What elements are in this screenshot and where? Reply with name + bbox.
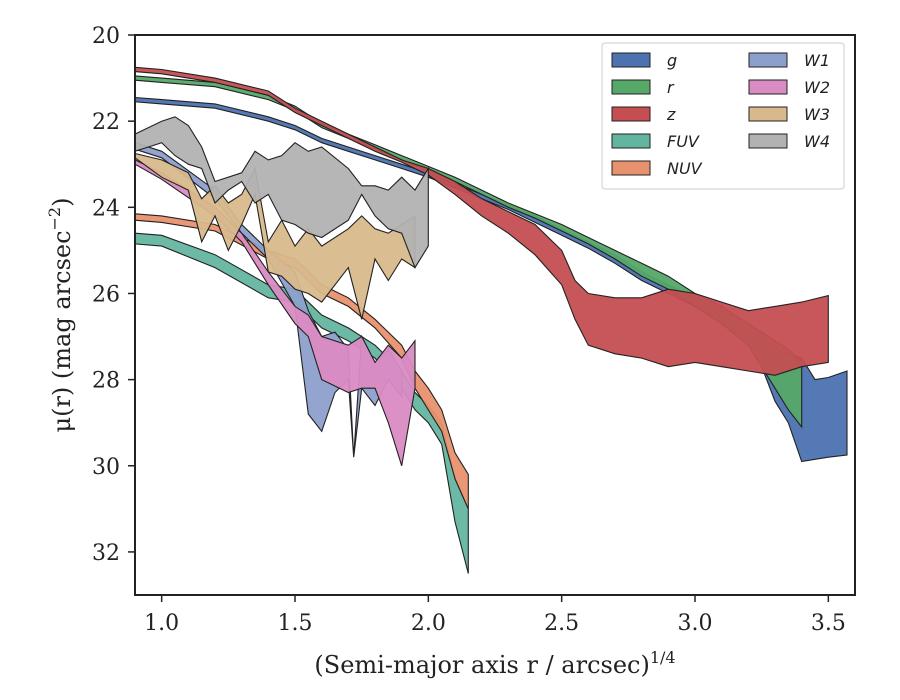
x-tick-label: 1.5	[278, 611, 313, 636]
legend-label-fuv: FUV	[667, 132, 700, 151]
y-tick-label: 24	[92, 196, 120, 221]
legend: grz FUV NUV W1 W2 W3 W4	[601, 42, 845, 190]
legend-swatch-w3	[748, 106, 788, 122]
legend-swatch-w1	[748, 52, 788, 68]
legend-swatch-g	[611, 52, 651, 68]
y-tick-label: 30	[92, 455, 120, 480]
legend-label-g: g	[667, 51, 677, 70]
legend-label-w2: W2	[804, 78, 830, 97]
y-tick-label: 32	[92, 541, 120, 566]
legend-label-nuv: NUV	[667, 159, 703, 178]
legend-swatch-r	[611, 79, 651, 95]
x-tick-label: 2.5	[544, 611, 579, 636]
y-axis-ticks: 20 22 24 26 28 30 32	[92, 24, 135, 566]
x-axis-label: (Semi-major axis r / arcsec)1/4	[314, 648, 675, 679]
plot-frame	[134, 34, 856, 596]
legend-label-w3: W3	[804, 105, 830, 124]
legend-swatch-fuv	[611, 133, 651, 149]
series-area-z	[134, 66, 829, 376]
series-area-w4	[134, 116, 429, 269]
legend-label-z: z	[666, 105, 676, 124]
legend-swatch-z	[611, 106, 651, 122]
y-tick-label: 22	[92, 110, 120, 135]
x-tick-label: 1.0	[144, 611, 179, 636]
legend-swatch-w2	[748, 79, 788, 95]
legend-label-w1: W1	[804, 51, 830, 70]
x-tick-label: 3.5	[811, 611, 846, 636]
y-tick-label: 28	[92, 369, 120, 394]
series-area-w2	[134, 159, 416, 466]
x-tick-label: 3.0	[678, 611, 713, 636]
series-areas	[134, 66, 848, 574]
legend-label-w4: W4	[804, 132, 830, 151]
x-axis-ticks: 1.0 1.5 2.0 2.5 3.0 3.5	[144, 595, 846, 636]
y-axis-label: μ(r) (mag arcsec−2)	[45, 198, 76, 433]
legend-swatch-nuv	[611, 160, 651, 176]
legend-swatch-w4	[748, 133, 788, 149]
x-tick-label: 2.0	[411, 611, 446, 636]
y-tick-label: 20	[92, 24, 120, 49]
legend-label-r: r	[667, 78, 675, 97]
y-tick-label: 26	[92, 282, 120, 307]
